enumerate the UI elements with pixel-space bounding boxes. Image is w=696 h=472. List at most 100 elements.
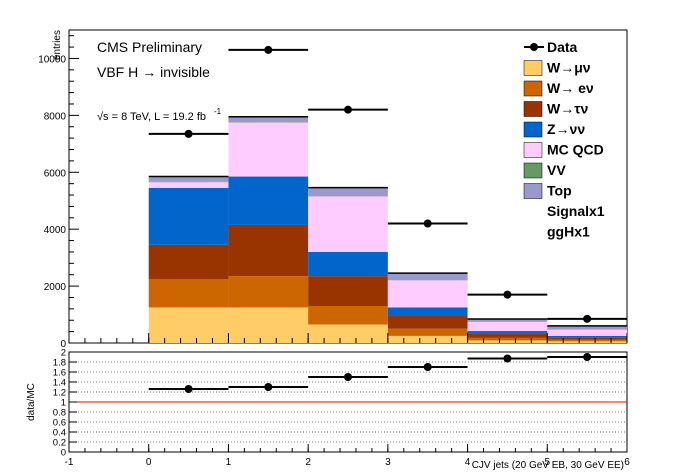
bar-mc-qcd-bin-1	[228, 122, 309, 177]
main-axes: 0 2000 4000 6000 8000 10000	[38, 35, 628, 350]
bar-w-e--bin-5	[547, 339, 627, 342]
data-point	[423, 219, 432, 228]
legend-label-4: MC QCD	[547, 142, 604, 158]
data-point	[264, 45, 273, 54]
legend-label-data: Data	[547, 39, 578, 55]
legend-label-3: Z→νν	[547, 121, 585, 137]
y-tick-label: 0	[60, 339, 66, 350]
bar-top-bin-1	[228, 116, 309, 123]
ratio-points	[148, 353, 627, 393]
bar-w-e--bin-3	[387, 328, 468, 336]
ratio-y-tick-label: 1.8	[53, 358, 66, 369]
ratio-point	[503, 354, 512, 363]
bar-w-e--bin-2	[308, 306, 388, 325]
ratio-y-tick-label: 2	[61, 348, 66, 359]
bar-w--bin-0	[148, 307, 229, 343]
data-point	[344, 105, 352, 114]
bar-w--bin-2	[308, 276, 388, 307]
ratio-y-tick-label: 0.2	[53, 438, 66, 449]
bar-z--bin-3	[387, 307, 468, 316]
y-tick-label: 2000	[44, 282, 67, 293]
x-tick-label: 5	[545, 457, 551, 468]
process-label: VBF H → invisible	[97, 64, 210, 80]
ratio-y-tick-label: 0	[61, 448, 66, 459]
ratio-y-tick-label: 1	[61, 398, 66, 409]
y-tick-label: 4000	[44, 225, 67, 236]
bar-w--bin-1	[228, 224, 309, 277]
bar-w--bin-4	[467, 340, 548, 343]
x-tick-label: 3	[385, 457, 391, 468]
data-point	[503, 290, 512, 299]
legend-swatch-5	[523, 162, 543, 179]
ratio-y-axis-label: data/MC	[26, 383, 37, 421]
legend-label-6: Top	[547, 183, 572, 199]
bar-mc-qcd-bin-4	[467, 321, 548, 332]
bar-w-e--bin-4	[467, 337, 548, 341]
bar-top-bin-3	[387, 273, 468, 281]
ratio-y-tick-label: 0.4	[53, 428, 66, 439]
ratio-point	[264, 383, 273, 391]
bar-w--bin-4	[467, 333, 548, 338]
bar-w--bin-3	[387, 335, 468, 343]
legend-label-2: W→τν	[547, 101, 588, 117]
bar-top-bin-4	[467, 319, 548, 322]
x-tick-label: 6	[624, 457, 630, 468]
legend-label-extra-0: Signalx1	[547, 203, 605, 219]
legend-swatch-6	[523, 183, 543, 199]
x-axis-label: CJV jets (20 GeV EB, 30 GeV EE)	[472, 460, 624, 471]
bar-w-e--bin-1	[228, 276, 309, 308]
bar-top-bin-5	[547, 325, 627, 330]
bar-mc-qcd-bin-5	[547, 329, 627, 336]
ratio-y-tick-label: 1.6	[53, 368, 66, 379]
legend-data-marker	[530, 43, 538, 51]
bar-z--bin-0	[148, 187, 229, 245]
y-axis-label: entries	[52, 30, 63, 60]
legend: Data W→μν W→ eν W→τν Z→νν MC QCD VV Top Signalx1…	[523, 39, 605, 240]
ratio-point	[344, 373, 352, 381]
x-tick-label: -1	[65, 457, 74, 468]
bar-mc-qcd-bin-3	[387, 280, 468, 308]
stacked-bars	[148, 116, 627, 343]
legend-label-extra-1: ggHx1	[547, 224, 590, 240]
x-tick-label: 0	[146, 457, 152, 468]
x-tick-label: 4	[465, 457, 471, 468]
ratio-y-tick-label: 0.6	[53, 418, 66, 429]
bar-z--bin-5	[547, 335, 627, 338]
bar-w--bin-5	[547, 337, 627, 340]
data-point	[583, 314, 592, 323]
bar-w--bin-5	[547, 341, 627, 343]
x-tick-label: 2	[305, 457, 311, 468]
bar-w--bin-2	[308, 324, 388, 343]
ratio-y-tick-label: 0.8	[53, 408, 66, 419]
ratio-y-tick-label: 1.4	[53, 378, 66, 389]
bar-top-bin-2	[308, 187, 388, 197]
bar-w--bin-0	[148, 244, 229, 279]
legend-swatch-2	[523, 101, 543, 117]
bar-z--bin-4	[467, 331, 548, 334]
legend-label-1: W→ eν	[547, 80, 594, 96]
bar-w--bin-3	[387, 315, 468, 329]
ratio-y-tick-label: 1.2	[53, 388, 66, 399]
y-tick-label: 6000	[44, 168, 67, 179]
ratio-point	[583, 353, 592, 361]
legend-swatch-3	[523, 121, 543, 138]
lumi-label: √s = 8 TeV, L = 19.2 fb -1	[97, 107, 222, 123]
legend-label-5: VV	[547, 162, 566, 178]
bar-w-e--bin-0	[148, 278, 229, 308]
data-points	[148, 45, 627, 323]
legend-swatch-1	[523, 80, 543, 97]
bar-mc-qcd-bin-2	[308, 196, 388, 252]
data-point	[184, 129, 193, 138]
legend-swatch-4	[523, 142, 543, 158]
ratio-grid	[69, 361, 627, 443]
y-tick-label: 8000	[44, 111, 67, 122]
ratio-axes: 00.20.40.60.811.21.41.61.82-1 0 1 2 3 4 5 6	[53, 348, 630, 469]
bar-top-bin-0	[148, 176, 229, 182]
bar-z--bin-2	[308, 251, 388, 277]
bar-z--bin-1	[228, 176, 309, 225]
ratio-point	[184, 385, 193, 393]
bar-mc-qcd-bin-0	[148, 182, 229, 188]
y-tick-label: 10000	[38, 54, 66, 65]
ratio-point	[423, 363, 432, 371]
